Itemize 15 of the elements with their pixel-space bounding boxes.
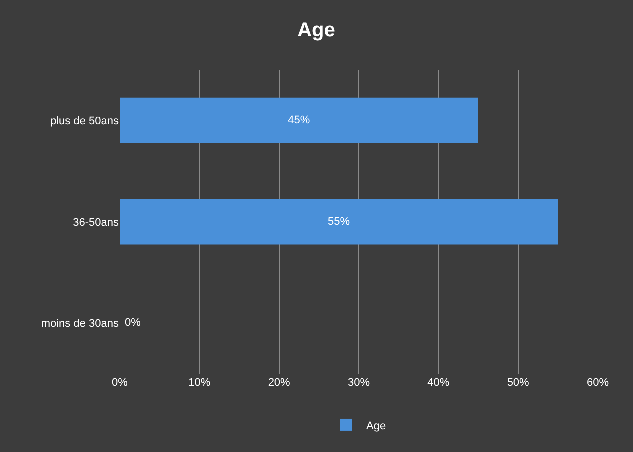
y-tick-label: plus de 50ans bbox=[50, 116, 120, 128]
x-tick-label: 20% bbox=[268, 377, 291, 389]
x-tick-label: 60% bbox=[586, 377, 610, 389]
chart-title: Age bbox=[298, 20, 336, 42]
y-tick-label: 36-50ans bbox=[73, 216, 120, 229]
x-tick-label: 30% bbox=[348, 377, 370, 389]
x-tick-label: 0% bbox=[112, 377, 128, 389]
x-tick-label: 50% bbox=[507, 377, 530, 389]
x-tick-label: 10% bbox=[188, 377, 211, 389]
x-tick-label: 40% bbox=[428, 377, 450, 389]
data-label: 55% bbox=[328, 216, 350, 228]
data-label: 0% bbox=[125, 317, 142, 329]
data-label: 45% bbox=[288, 114, 310, 127]
legend-label: Age bbox=[366, 420, 386, 432]
y-tick-label: moins de 30ans bbox=[41, 318, 120, 330]
